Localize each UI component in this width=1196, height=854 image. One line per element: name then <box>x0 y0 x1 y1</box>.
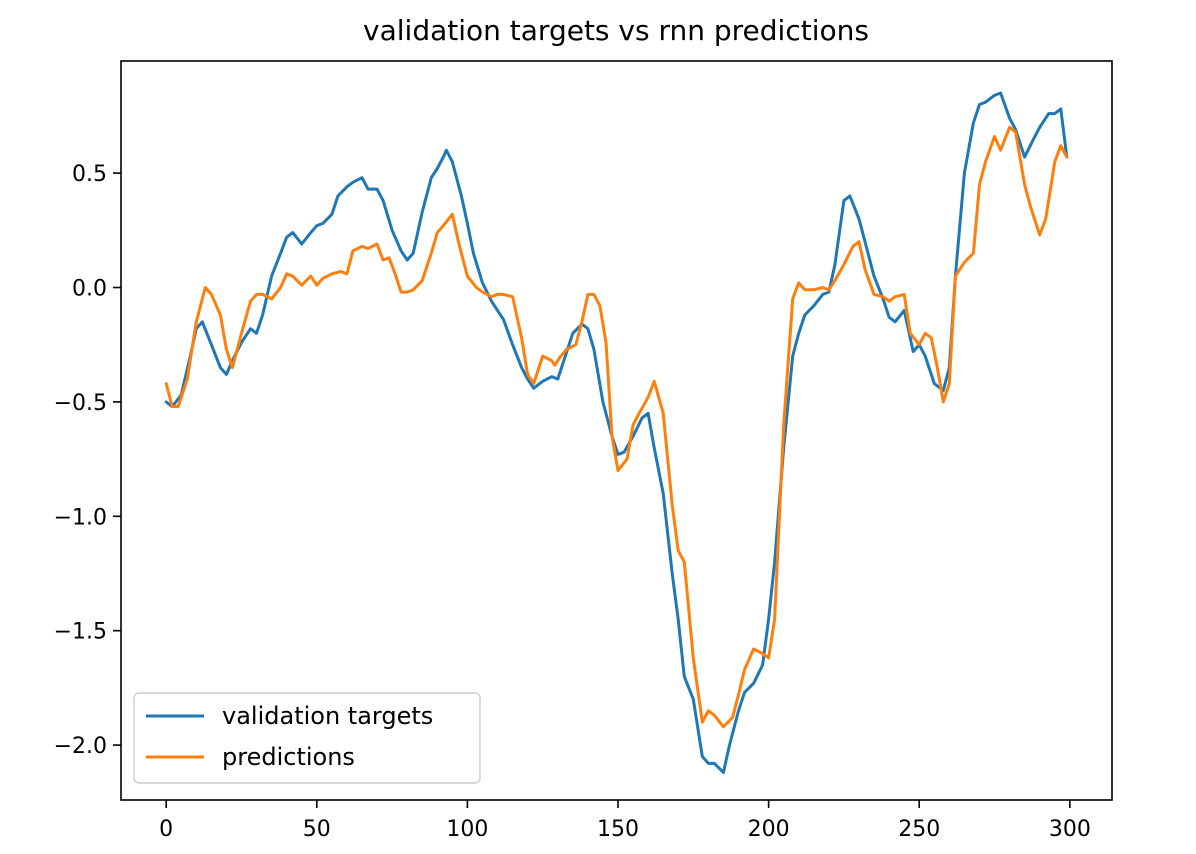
chart-title: validation targets vs rnn predictions <box>363 14 869 47</box>
series-line-predictions <box>164 125 1069 729</box>
axes: 0 50 100 150 200 250 300 0.5 0.0 −0.5 −1.0 −1.5 −2.0 <box>54 60 1113 842</box>
y-tick-label: −2.0 <box>54 734 107 759</box>
y-tick-label: −1.0 <box>54 505 107 530</box>
legend-box <box>133 692 481 784</box>
y-tick-label: 0.0 <box>72 277 107 302</box>
x-tick-label: 50 <box>303 817 331 842</box>
plot-frame <box>120 60 1113 801</box>
legend: validation targets predictions <box>133 692 481 784</box>
legend-label: validation targets <box>222 702 433 730</box>
plot-area <box>164 91 1069 774</box>
y-tick-label: 0.5 <box>72 162 107 187</box>
x-tick-label: 0 <box>159 817 173 842</box>
y-tick-label: −1.5 <box>54 620 107 645</box>
legend-label: predictions <box>222 743 355 771</box>
y-tick-label: −0.5 <box>54 391 107 416</box>
x-tick-label: 250 <box>898 817 940 842</box>
x-tick-label: 200 <box>748 817 790 842</box>
x-tick-label: 100 <box>446 817 488 842</box>
x-tick-label: 150 <box>597 817 639 842</box>
x-tick-label: 300 <box>1049 817 1091 842</box>
